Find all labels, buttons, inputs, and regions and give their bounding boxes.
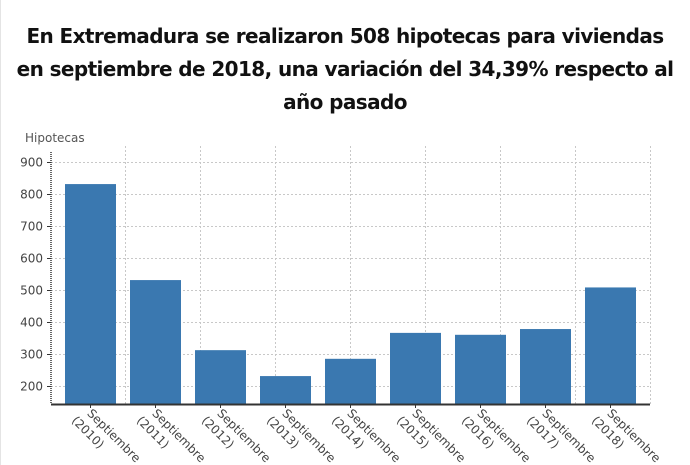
bar[interactable] — [390, 332, 441, 404]
x-tick-label: Septiembre(2013) — [264, 406, 339, 465]
x-tick-label: Septiembre(2014) — [329, 406, 404, 465]
x-tick-label: Septiembre(2011) — [134, 406, 209, 465]
bar[interactable] — [455, 334, 506, 404]
x-axis-ticks: Septiembre(2010) Septiembre(2011) Septiemb… — [69, 404, 664, 465]
y-axis-label: Hipotecas — [25, 131, 85, 145]
x-tick-label: Septiembre(2010) — [69, 406, 144, 465]
bar[interactable] — [325, 358, 376, 404]
bar[interactable] — [130, 280, 181, 404]
y-tick-label: 200 — [20, 380, 43, 394]
y-axis-ticks: 200 300 400 500 600 700 800 900 — [20, 156, 51, 394]
y-tick-label: 700 — [20, 220, 43, 234]
y-tick-label: 600 — [20, 252, 43, 266]
gridlines — [51, 146, 651, 404]
bar[interactable] — [65, 184, 116, 404]
chart-title-line-1: En Extremadura se realizaron 508 hipotec… — [26, 24, 664, 48]
bar[interactable] — [195, 350, 246, 404]
chart-title-line-3: año pasado — [283, 90, 407, 114]
chart-title-line-2: en septiembre de 2018, una variación del… — [16, 57, 674, 81]
x-tick-label: Septiembre(2017) — [524, 406, 599, 465]
chart-title: En Extremadura se realizaron 508 hipotec… — [0, 20, 690, 119]
bar[interactable] — [520, 329, 571, 404]
y-tick-label: 400 — [20, 316, 43, 330]
bar[interactable] — [585, 287, 636, 404]
y-tick-label: 800 — [20, 188, 43, 202]
x-tick-label: Septiembre(2012) — [199, 406, 274, 465]
y-tick-label: 300 — [20, 348, 43, 362]
y-tick-label: 900 — [20, 156, 43, 170]
y-tick-label: 500 — [20, 284, 43, 298]
bars — [65, 184, 636, 404]
bar[interactable] — [260, 376, 311, 404]
x-tick-label: Septiembre(2018) — [589, 406, 664, 465]
x-tick-label: Septiembre(2016) — [459, 406, 534, 465]
x-tick-label: Septiembre(2015) — [394, 406, 469, 465]
